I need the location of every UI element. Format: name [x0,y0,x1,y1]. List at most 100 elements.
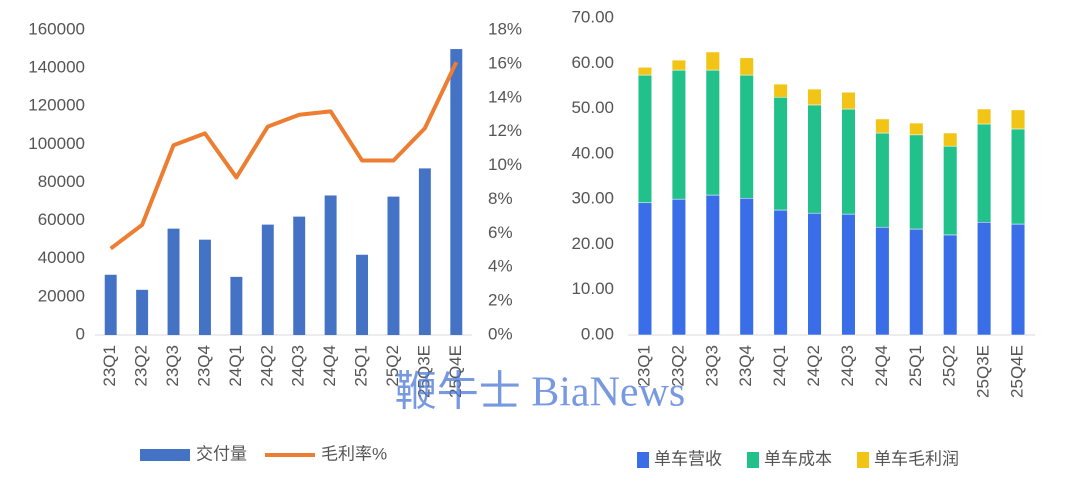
bar-segment [875,118,890,134]
y-tick-label: 120000 [28,96,85,115]
y2-tick-label: 10% [488,155,522,174]
x-tick-label: 25Q3E [974,345,993,398]
bar-segment [841,213,856,336]
x-tick-label: 25Q2 [383,345,402,387]
bar [230,276,243,335]
bar-segment [943,234,958,336]
y2-tick-label: 8% [488,189,513,208]
y2-tick-label: 0% [488,324,513,343]
bar-segment [773,209,788,336]
y-tick-label: 20000 [38,286,85,305]
legend-label: 交付量 [196,444,247,463]
legend-swatch [140,449,190,461]
y2-tick-label: 16% [488,53,522,72]
x-tick-label: 25Q2 [940,345,959,387]
bar-segment [841,92,856,110]
x-tick-label: 24Q4 [872,345,891,387]
x-tick-label: 25Q1 [906,345,925,387]
legend-swatch [637,452,649,468]
bar-segment [705,194,720,336]
bar-segment [705,69,720,196]
bar [261,224,274,335]
y-tick-label: 60.00 [571,53,614,72]
y-tick-label: 100000 [28,134,85,153]
x-tick-label: 23Q3 [702,345,721,387]
y-tick-label: 20.00 [571,234,614,253]
bar-segment [1011,109,1026,130]
x-tick-label: 24Q1 [770,345,789,387]
x-tick-label: 24Q3 [289,345,308,387]
x-tick-label: 25Q4E [1008,345,1027,398]
bar-segment [977,108,992,125]
bar-segment [637,74,652,204]
bar-segment [773,83,788,98]
bar [198,239,211,335]
bar [293,216,306,335]
bar [324,195,337,335]
x-tick-label: 25Q4E [446,345,465,398]
y-tick-label: 60000 [38,210,85,229]
x-tick-label: 23Q1 [100,345,119,387]
x-tick-label: 24Q4 [320,345,339,387]
bar [450,49,463,335]
watermark: 鞭牛士 BiaNews [395,370,685,416]
legend-label: 单车毛利润 [874,449,959,468]
y-tick-label: 0 [76,324,85,343]
bar-segment [841,108,856,215]
y2-tick-label: 14% [488,87,522,106]
bar-segment [909,122,924,136]
y2-tick-label: 18% [488,19,522,38]
bar-segment [671,198,686,336]
bar [418,168,431,335]
bar-segment [875,226,890,336]
x-tick-label: 25Q1 [352,345,371,387]
bar-segment [637,202,652,336]
bar-segment [637,67,652,76]
x-tick-label: 23Q4 [736,345,755,387]
bar-segment [705,51,720,71]
x-tick-label: 24Q2 [257,345,276,387]
bar-segment [807,212,822,336]
y-tick-label: 160000 [28,19,85,38]
y-tick-label: 30.00 [571,189,614,208]
x-tick-label: 24Q3 [838,345,857,387]
line [109,61,459,251]
y-tick-label: 140000 [28,58,85,77]
legend-swatch [857,452,869,468]
bar-segment [671,59,686,71]
y2-tick-label: 12% [488,121,522,140]
y-tick-label: 50.00 [571,98,614,117]
y-tick-label: 40000 [38,248,85,267]
bar [167,228,180,335]
y-tick-label: 10.00 [571,279,614,298]
bar-segment [739,197,754,336]
y-tick-label: 70.00 [571,7,614,26]
y2-tick-label: 2% [488,291,513,310]
bar-segment [977,123,992,223]
x-tick-label: 23Q2 [668,345,687,387]
bar [136,289,149,335]
y-tick-label: 0.00 [581,324,614,343]
bar-segment [909,134,924,230]
legend-label: 单车营收 [654,449,722,468]
x-tick-label: 25Q3E [414,345,433,398]
y-tick-label: 40.00 [571,143,614,162]
bar-segment [1011,128,1026,225]
legend-label: 毛利率% [321,444,387,463]
x-tick-label: 23Q4 [194,345,213,387]
bar-segment [943,132,958,147]
bar [356,254,369,335]
bar [387,196,400,335]
bar [104,274,117,335]
bar-segment [807,104,822,214]
bar-segment [977,221,992,336]
bar-segment [943,145,958,236]
bar-segment [739,74,754,199]
legend-label: 单车成本 [764,449,832,468]
x-tick-label: 24Q1 [226,345,245,387]
y2-tick-label: 4% [488,257,513,276]
legend-swatch [747,452,759,468]
y2-tick-label: 6% [488,223,513,242]
